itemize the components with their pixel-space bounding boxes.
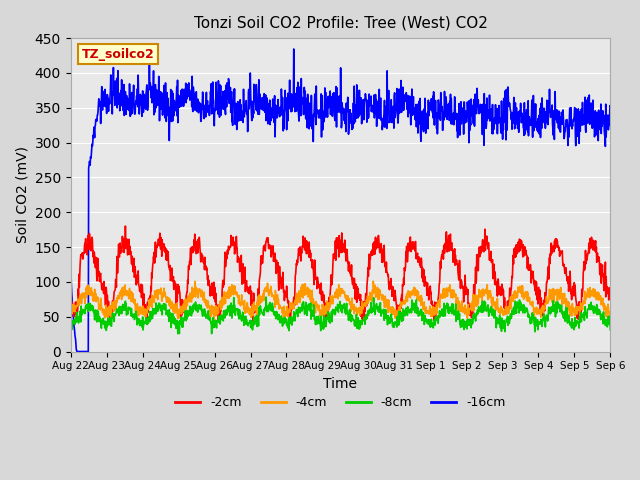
-16cm [543,97,550,103]
-2cm [607,292,614,298]
-2cm [122,223,129,229]
-16cm [73,348,81,354]
-4cm [543,300,550,306]
-2cm [174,282,182,288]
-2cm [187,262,195,267]
-8cm [67,323,74,328]
-2cm [395,321,403,327]
-4cm [247,314,255,320]
-8cm [173,323,181,329]
Text: TZ_soilco2: TZ_soilco2 [81,48,154,60]
-16cm [495,118,503,124]
-8cm [543,313,550,319]
-4cm [173,314,181,320]
Line: -16cm: -16cm [70,49,611,351]
-2cm [425,297,433,303]
-2cm [543,279,550,285]
-4cm [67,305,74,311]
-16cm [290,46,298,52]
-16cm [174,120,182,125]
-2cm [67,287,74,293]
-8cm [187,305,195,311]
-8cm [425,321,433,327]
-16cm [248,111,255,117]
-16cm [187,94,195,99]
-4cm [369,278,377,284]
-4cm [607,312,614,318]
-2cm [495,287,503,293]
-16cm [425,113,433,119]
Title: Tonzi Soil CO2 Profile: Tree (West) CO2: Tonzi Soil CO2 Profile: Tree (West) CO2 [193,15,488,30]
-4cm [425,310,433,315]
-8cm [495,321,503,327]
Line: -8cm: -8cm [70,297,611,334]
-8cm [262,294,270,300]
Y-axis label: Soil CO2 (mV): Soil CO2 (mV) [15,146,29,243]
-16cm [607,114,614,120]
-4cm [282,318,289,324]
-4cm [187,293,195,299]
Line: -2cm: -2cm [70,226,611,324]
-2cm [248,288,255,294]
-8cm [174,331,182,336]
-16cm [67,258,74,264]
X-axis label: Time: Time [323,377,358,391]
-8cm [248,325,255,331]
-8cm [607,327,614,333]
Line: -4cm: -4cm [70,281,611,321]
Legend: -2cm, -4cm, -8cm, -16cm: -2cm, -4cm, -8cm, -16cm [170,391,511,414]
-4cm [495,306,503,312]
